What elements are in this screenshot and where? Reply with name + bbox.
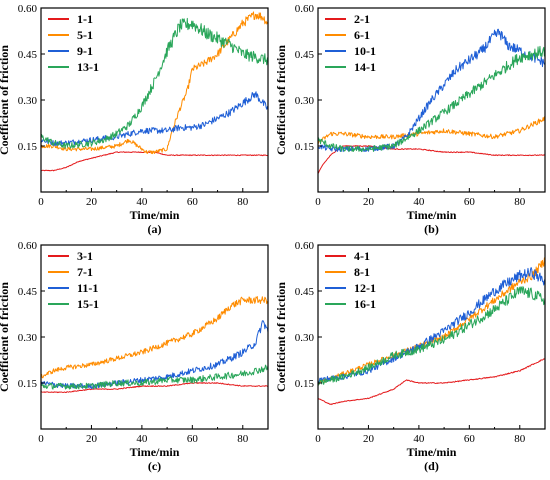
series-line-9-1 [41,91,268,147]
series-line-11-1 [41,320,268,389]
y-tick-label: 0.45 [295,286,315,298]
x-axis-title: Time/min [130,208,180,222]
series-line-16-1 [318,286,545,386]
series-line-6-1 [318,115,545,145]
x-tick-label: 40 [136,433,148,445]
y-tick-label: 0.60 [18,240,38,252]
plot-frame [40,244,269,430]
legend-label: 7-1 [77,265,93,279]
y-tick-label: 0.15 [295,378,315,390]
legend-label: 13-1 [77,60,99,74]
series-line-1-1 [41,151,268,172]
series-line-5-1 [41,11,268,155]
series-line-4-1 [318,358,545,406]
legend-label: 14-1 [354,60,376,74]
legend-label: 12-1 [354,281,376,295]
chart-panel-1: 0 20 40 60 80 0.15 0.30 0.45 0.60 Time/min Coeffic… [0,3,269,236]
legend-label: 6-1 [354,28,370,42]
x-tick-label: 0 [315,196,321,208]
y-tick-label: 0.60 [295,3,315,15]
y-axis-title: Coefficient of friction [274,45,288,155]
x-axis-title: Time/min [407,445,457,459]
x-tick-label: 60 [187,433,199,445]
y-tick-label: 0.30 [295,332,315,344]
legend-label: 2-1 [354,12,370,26]
y-tick-label: 0.30 [295,95,315,107]
panel-label: (a) [148,222,162,236]
series-line-13-1 [41,17,268,149]
series-line-8-1 [318,257,545,386]
x-tick-label: 80 [237,433,249,445]
legend-label: 15-1 [77,297,99,311]
y-tick-label: 0.15 [295,141,315,153]
series-line-7-1 [41,296,268,379]
x-tick-label: 0 [38,433,44,445]
chart-panel-3: 0 20 40 60 80 0.15 0.30 0.45 0.60 Time/min Coeffic… [0,240,269,473]
x-tick-label: 40 [136,196,148,208]
x-tick-label: 60 [187,196,199,208]
series-line-14-1 [318,45,545,153]
y-tick-label: 0.60 [18,3,38,15]
x-axis-title: Time/min [130,445,180,459]
series-line-2-1 [318,145,545,174]
legend-label: 10-1 [354,44,376,58]
series-line-15-1 [41,364,268,390]
panel-label: (b) [424,222,439,236]
x-tick-label: 0 [38,196,44,208]
x-tick-label: 80 [514,196,526,208]
legend-label: 4-1 [354,249,370,263]
y-axis-title: Coefficient of friction [0,45,11,155]
x-tick-label: 40 [413,196,425,208]
x-tick-label: 80 [237,196,249,208]
x-tick-label: 20 [363,433,375,445]
x-tick-label: 60 [464,433,476,445]
series-line-3-1 [41,382,268,394]
y-tick-label: 0.30 [18,332,38,344]
y-tick-label: 0.45 [295,49,315,61]
y-tick-label: 0.15 [18,378,38,390]
panel-label: (c) [148,459,161,473]
x-axis-title: Time/min [407,208,457,222]
x-tick-label: 60 [464,196,476,208]
legend-label: 1-1 [77,12,93,26]
legend-label: 16-1 [354,297,376,311]
x-tick-label: 20 [363,196,375,208]
x-tick-label: 0 [315,433,321,445]
y-tick-label: 0.15 [18,141,38,153]
chart-panel-4: 0 20 40 60 80 0.15 0.30 0.45 0.60 Time/min Coeffic… [274,240,546,473]
y-tick-label: 0.45 [18,49,38,61]
legend-label: 11-1 [77,281,98,295]
legend-label: 8-1 [354,265,370,279]
x-tick-label: 40 [413,433,425,445]
y-axis-title: Coefficient of friction [274,282,288,392]
series-line-12-1 [318,267,545,383]
x-tick-label: 20 [86,433,98,445]
chart-panel-2: 0 20 40 60 80 0.15 0.30 0.45 0.60 Time/min Coeffic… [274,3,546,236]
x-tick-label: 80 [514,433,526,445]
y-tick-label: 0.30 [18,95,38,107]
x-tick-label: 20 [86,196,98,208]
legend-label: 5-1 [77,28,93,42]
y-axis-title: Coefficient of friction [0,282,11,392]
legend-label: 9-1 [77,44,93,58]
y-tick-label: 0.45 [18,286,38,298]
legend-label: 3-1 [77,249,93,263]
y-tick-label: 0.60 [295,240,315,252]
panel-label: (d) [424,459,439,473]
